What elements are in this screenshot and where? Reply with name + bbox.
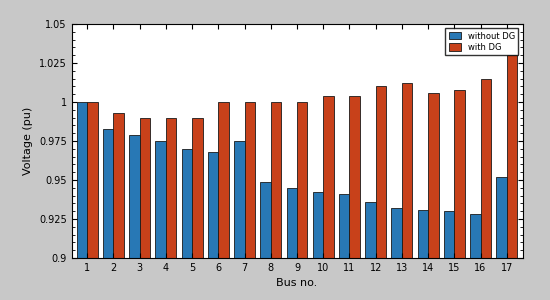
Bar	[454, 89, 465, 300]
Bar	[287, 188, 297, 300]
Bar	[402, 83, 412, 300]
Bar	[129, 135, 140, 300]
Bar	[166, 118, 177, 300]
Bar	[87, 102, 98, 300]
Bar	[376, 86, 386, 300]
Bar	[156, 141, 166, 300]
Bar	[245, 102, 255, 300]
Bar	[192, 118, 202, 300]
Bar	[313, 193, 323, 300]
Bar	[428, 93, 438, 300]
Bar	[349, 96, 360, 300]
Bar	[208, 152, 218, 300]
Bar	[392, 208, 402, 300]
Bar	[218, 102, 229, 300]
Y-axis label: Voltage (pu): Voltage (pu)	[23, 107, 34, 175]
Bar	[260, 182, 271, 300]
Bar	[113, 113, 124, 300]
Bar	[417, 210, 428, 300]
Bar	[339, 194, 349, 300]
Bar	[323, 96, 334, 300]
Bar	[481, 79, 491, 300]
Bar	[103, 128, 113, 300]
Bar	[77, 102, 87, 300]
Bar	[470, 214, 481, 300]
Bar	[297, 102, 307, 300]
Bar	[444, 211, 454, 300]
Bar	[365, 202, 376, 300]
Bar	[234, 141, 245, 300]
Bar	[271, 102, 281, 300]
Bar	[182, 149, 192, 300]
Bar	[140, 118, 150, 300]
Legend: without DG, with DG: without DG, with DG	[446, 28, 518, 55]
Bar	[507, 55, 517, 300]
Bar	[496, 177, 507, 300]
X-axis label: Bus no.: Bus no.	[276, 278, 318, 288]
